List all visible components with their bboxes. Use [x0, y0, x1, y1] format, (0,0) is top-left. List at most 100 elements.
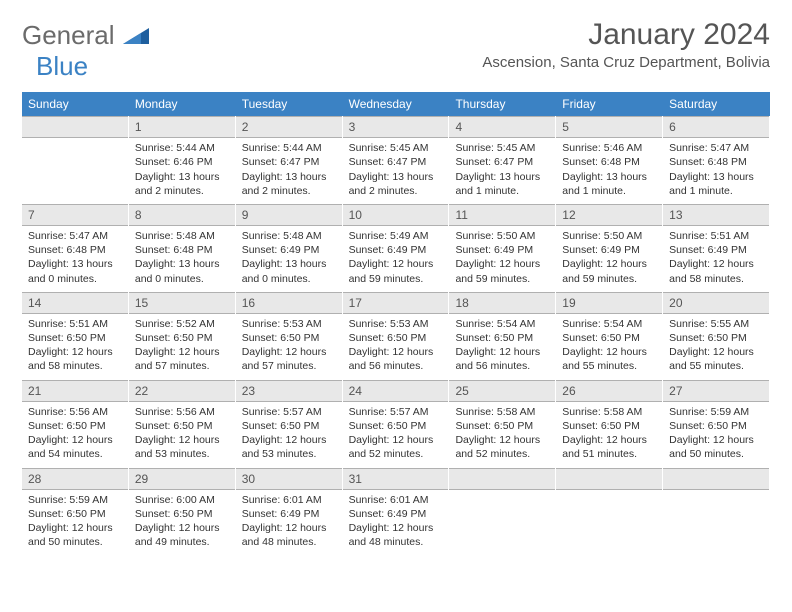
day-cell: 18Sunrise: 5:54 AMSunset: 6:50 PMDayligh…	[449, 292, 556, 380]
daylight: Daylight: 12 hours and 52 minutes.	[349, 433, 443, 461]
day-number: 8	[129, 204, 235, 226]
daylight: Daylight: 12 hours and 50 minutes.	[28, 521, 122, 549]
daylight: Daylight: 12 hours and 57 minutes.	[242, 345, 336, 373]
daylight: Daylight: 13 hours and 0 minutes.	[28, 257, 122, 285]
day-body: Sunrise: 5:56 AMSunset: 6:50 PMDaylight:…	[129, 402, 235, 468]
day-cell: 11Sunrise: 5:50 AMSunset: 6:49 PMDayligh…	[449, 204, 556, 292]
day-cell: 2Sunrise: 5:44 AMSunset: 6:47 PMDaylight…	[236, 116, 343, 204]
sunset: Sunset: 6:50 PM	[135, 331, 229, 345]
day-number: 24	[343, 380, 449, 402]
day-body: Sunrise: 5:46 AMSunset: 6:48 PMDaylight:…	[556, 138, 662, 204]
day-number: 19	[556, 292, 662, 314]
day-number: 14	[22, 292, 128, 314]
sunset: Sunset: 6:48 PM	[562, 155, 656, 169]
sunset: Sunset: 6:46 PM	[135, 155, 229, 169]
daylight: Daylight: 12 hours and 56 minutes.	[455, 345, 549, 373]
week-row: 1Sunrise: 5:44 AMSunset: 6:46 PMDaylight…	[22, 116, 770, 204]
day-cell: 30Sunrise: 6:01 AMSunset: 6:49 PMDayligh…	[236, 468, 343, 556]
day-number: 3	[343, 116, 449, 138]
sunrise: Sunrise: 5:58 AM	[562, 405, 656, 419]
day-body	[22, 138, 128, 147]
sunset: Sunset: 6:47 PM	[242, 155, 336, 169]
dow-thu: Thursday	[449, 92, 556, 116]
day-cell: 24Sunrise: 5:57 AMSunset: 6:50 PMDayligh…	[343, 380, 450, 468]
day-cell: 21Sunrise: 5:56 AMSunset: 6:50 PMDayligh…	[22, 380, 129, 468]
daylight: Daylight: 13 hours and 2 minutes.	[242, 170, 336, 198]
title-block: January 2024 Ascension, Santa Cruz Depar…	[482, 18, 770, 71]
day-number: 11	[449, 204, 555, 226]
sunrise: Sunrise: 5:54 AM	[455, 317, 549, 331]
sunset: Sunset: 6:49 PM	[242, 507, 336, 521]
sunset: Sunset: 6:50 PM	[349, 331, 443, 345]
day-number: 21	[22, 380, 128, 402]
day-body: Sunrise: 5:44 AMSunset: 6:47 PMDaylight:…	[236, 138, 342, 204]
sunrise: Sunrise: 5:58 AM	[455, 405, 549, 419]
daylight: Daylight: 12 hours and 49 minutes.	[135, 521, 229, 549]
week-row: 21Sunrise: 5:56 AMSunset: 6:50 PMDayligh…	[22, 380, 770, 468]
week-row: 28Sunrise: 5:59 AMSunset: 6:50 PMDayligh…	[22, 468, 770, 556]
day-number: 27	[663, 380, 769, 402]
daylight: Daylight: 12 hours and 55 minutes.	[669, 345, 763, 373]
dow-fri: Friday	[556, 92, 663, 116]
day-cell: 23Sunrise: 5:57 AMSunset: 6:50 PMDayligh…	[236, 380, 343, 468]
day-cell: 3Sunrise: 5:45 AMSunset: 6:47 PMDaylight…	[343, 116, 450, 204]
day-number: 20	[663, 292, 769, 314]
day-number: 5	[556, 116, 662, 138]
day-body: Sunrise: 5:47 AMSunset: 6:48 PMDaylight:…	[663, 138, 769, 204]
daylight: Daylight: 12 hours and 51 minutes.	[562, 433, 656, 461]
sunrise: Sunrise: 5:55 AM	[669, 317, 763, 331]
sunrise: Sunrise: 5:49 AM	[349, 229, 443, 243]
daylight: Daylight: 12 hours and 54 minutes.	[28, 433, 122, 461]
sunrise: Sunrise: 5:51 AM	[669, 229, 763, 243]
sunrise: Sunrise: 5:53 AM	[349, 317, 443, 331]
sunrise: Sunrise: 5:45 AM	[455, 141, 549, 155]
day-body: Sunrise: 5:47 AMSunset: 6:48 PMDaylight:…	[22, 226, 128, 292]
daylight: Daylight: 12 hours and 48 minutes.	[349, 521, 443, 549]
daylight: Daylight: 13 hours and 0 minutes.	[242, 257, 336, 285]
day-number: 22	[129, 380, 235, 402]
sunset: Sunset: 6:50 PM	[455, 419, 549, 433]
daylight: Daylight: 12 hours and 57 minutes.	[135, 345, 229, 373]
day-body: Sunrise: 5:58 AMSunset: 6:50 PMDaylight:…	[449, 402, 555, 468]
sunset: Sunset: 6:50 PM	[135, 419, 229, 433]
sunset: Sunset: 6:50 PM	[349, 419, 443, 433]
day-body: Sunrise: 5:48 AMSunset: 6:49 PMDaylight:…	[236, 226, 342, 292]
daylight: Daylight: 13 hours and 2 minutes.	[135, 170, 229, 198]
day-number	[22, 116, 128, 138]
sunrise: Sunrise: 5:59 AM	[28, 493, 122, 507]
day-number: 10	[343, 204, 449, 226]
sunrise: Sunrise: 5:44 AM	[242, 141, 336, 155]
logo-general: General	[22, 20, 115, 50]
day-cell: 16Sunrise: 5:53 AMSunset: 6:50 PMDayligh…	[236, 292, 343, 380]
weeks-container: 1Sunrise: 5:44 AMSunset: 6:46 PMDaylight…	[22, 116, 770, 555]
daylight: Daylight: 12 hours and 58 minutes.	[28, 345, 122, 373]
daylight: Daylight: 12 hours and 58 minutes.	[669, 257, 763, 285]
daylight: Daylight: 12 hours and 48 minutes.	[242, 521, 336, 549]
day-number: 31	[343, 468, 449, 490]
day-number: 1	[129, 116, 235, 138]
day-number: 25	[449, 380, 555, 402]
dow-wed: Wednesday	[343, 92, 450, 116]
day-cell: 25Sunrise: 5:58 AMSunset: 6:50 PMDayligh…	[449, 380, 556, 468]
sunset: Sunset: 6:48 PM	[28, 243, 122, 257]
daylight: Daylight: 12 hours and 59 minutes.	[455, 257, 549, 285]
dow-sun: Sunday	[22, 92, 129, 116]
dow-sat: Saturday	[663, 92, 770, 116]
day-cell: 28Sunrise: 5:59 AMSunset: 6:50 PMDayligh…	[22, 468, 129, 556]
sunset: Sunset: 6:50 PM	[135, 507, 229, 521]
week-row: 14Sunrise: 5:51 AMSunset: 6:50 PMDayligh…	[22, 292, 770, 380]
sunrise: Sunrise: 5:57 AM	[242, 405, 336, 419]
day-number: 9	[236, 204, 342, 226]
sunrise: Sunrise: 6:00 AM	[135, 493, 229, 507]
sunrise: Sunrise: 5:54 AM	[562, 317, 656, 331]
sunrise: Sunrise: 5:50 AM	[455, 229, 549, 243]
day-body	[556, 490, 662, 499]
dow-row: Sunday Monday Tuesday Wednesday Thursday…	[22, 92, 770, 116]
sunrise: Sunrise: 5:47 AM	[28, 229, 122, 243]
week-row: 7Sunrise: 5:47 AMSunset: 6:48 PMDaylight…	[22, 204, 770, 292]
daylight: Daylight: 12 hours and 59 minutes.	[562, 257, 656, 285]
sunset: Sunset: 6:47 PM	[349, 155, 443, 169]
day-cell: 22Sunrise: 5:56 AMSunset: 6:50 PMDayligh…	[129, 380, 236, 468]
sunset: Sunset: 6:49 PM	[349, 243, 443, 257]
day-body: Sunrise: 5:45 AMSunset: 6:47 PMDaylight:…	[449, 138, 555, 204]
